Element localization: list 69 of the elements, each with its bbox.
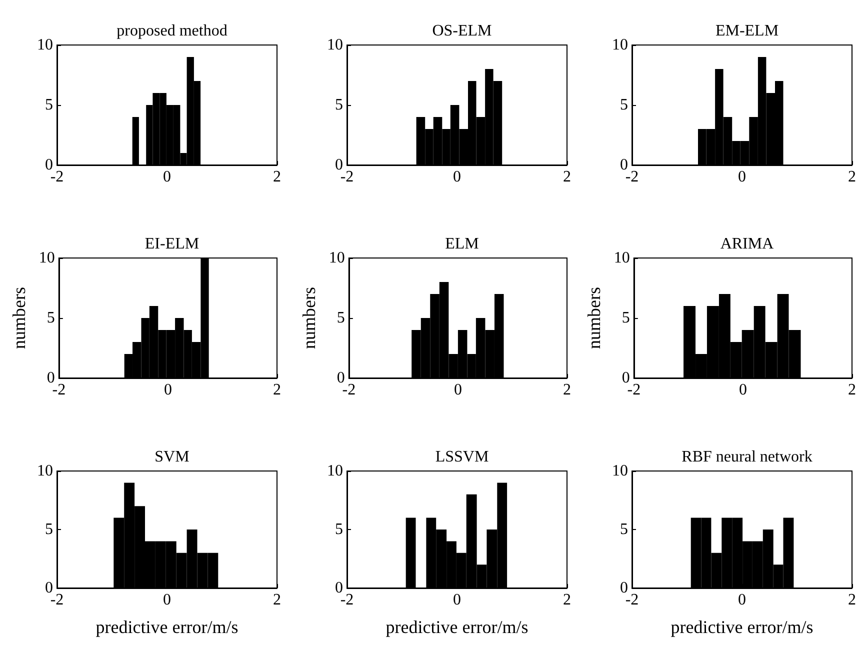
x-tick-label: -2 xyxy=(340,168,354,186)
y-tick-label: 10 xyxy=(612,462,628,480)
x-tick-label: -2 xyxy=(340,592,354,608)
x-tick-label: -2 xyxy=(50,168,64,186)
y-tick-label: 0 xyxy=(622,370,630,386)
chart-title: EI-ELM xyxy=(144,236,200,252)
chart-title: SVM xyxy=(154,448,190,466)
x-tick-label: 2 xyxy=(848,592,856,608)
y-tick-label: 5 xyxy=(45,521,53,538)
x-tick-label: 2 xyxy=(563,592,571,608)
chart-title: LSSVM xyxy=(435,448,489,466)
x-axis-title: predictive error/m/s xyxy=(386,617,528,637)
x-tick-label: 0 xyxy=(453,168,461,186)
y-tick-label: 0 xyxy=(335,580,343,596)
y-tick-label: 5 xyxy=(620,96,628,114)
chart-title: OS-ELM xyxy=(432,22,492,40)
y-tick-label: 5 xyxy=(622,310,630,326)
x-tick-label: 0 xyxy=(163,592,171,608)
x-tick-label: 2 xyxy=(273,382,281,398)
y-tick-label: 10 xyxy=(328,250,345,266)
chart-title: proposed method xyxy=(116,22,228,40)
y-axis-title: numbers xyxy=(299,287,319,349)
y-axis-title: numbers xyxy=(584,287,604,349)
y-tick-label: 5 xyxy=(335,96,343,114)
chart-title: RBF neural network xyxy=(682,448,812,466)
y-tick-label: 10 xyxy=(37,36,53,54)
y-tick-label: 10 xyxy=(37,462,53,480)
x-tick-label: 2 xyxy=(848,168,856,186)
x-tick-label: -2 xyxy=(50,592,64,608)
x-axis-title: predictive error/m/s xyxy=(670,617,814,637)
x-tick-label: 0 xyxy=(453,592,461,608)
y-tick-label: 10 xyxy=(614,250,630,266)
y-tick-label: 5 xyxy=(620,521,628,538)
y-tick-label: 10 xyxy=(327,36,343,54)
x-tick-label: 0 xyxy=(738,168,746,186)
x-tick-label: 2 xyxy=(563,382,571,398)
y-tick-label: 0 xyxy=(46,370,55,386)
x-tick-label: 2 xyxy=(273,592,281,608)
x-tick-label: 0 xyxy=(738,382,747,398)
x-tick-label: -2 xyxy=(627,382,641,398)
y-tick-label: 5 xyxy=(335,521,343,538)
y-tick-label: 0 xyxy=(336,370,345,386)
x-tick-label: -2 xyxy=(625,592,639,608)
x-tick-label: 2 xyxy=(273,168,281,186)
y-tick-label: 0 xyxy=(45,580,53,596)
y-axis-title: numbers xyxy=(9,287,29,349)
y-tick-label: 5 xyxy=(45,96,53,114)
y-tick-label: 10 xyxy=(327,462,343,480)
chart-title: ELM xyxy=(445,236,479,252)
x-axis-title: predictive error/m/s xyxy=(96,617,238,637)
x-tick-label: 0 xyxy=(164,382,172,398)
y-tick-label: 0 xyxy=(620,156,628,174)
y-tick-label: 10 xyxy=(38,250,55,266)
y-tick-label: 10 xyxy=(612,36,628,54)
x-tick-label: 0 xyxy=(738,592,746,608)
x-tick-label: 0 xyxy=(454,382,462,398)
x-tick-label: 0 xyxy=(163,168,171,186)
chart-title: ARIMA xyxy=(720,236,774,252)
y-tick-label: 5 xyxy=(336,310,345,326)
chart-title: EM-ELM xyxy=(715,22,779,40)
y-tick-label: 5 xyxy=(46,310,55,326)
x-tick-label: -2 xyxy=(342,382,356,398)
y-tick-label: 0 xyxy=(620,580,628,596)
x-tick-label: 2 xyxy=(563,168,571,186)
x-tick-label: -2 xyxy=(625,168,639,186)
x-tick-label: -2 xyxy=(52,382,66,398)
y-tick-label: 0 xyxy=(335,156,343,174)
y-tick-label: 0 xyxy=(45,156,53,174)
x-tick-label: 2 xyxy=(848,382,856,398)
